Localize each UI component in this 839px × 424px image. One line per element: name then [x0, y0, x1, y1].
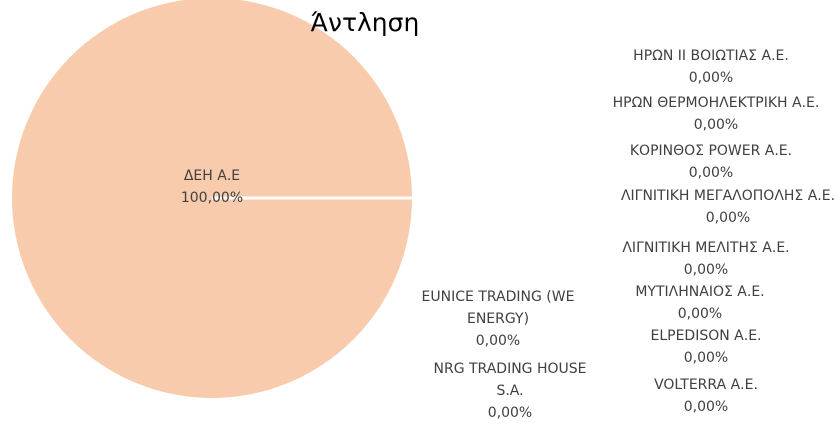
slice-label: EUNICE TRADING (WE ENERGY) 0,00% [407, 286, 589, 352]
category: ΔΕΗ Α.Ε [183, 168, 241, 184]
slice-label: ELPEDISON Α.Ε. 0,00% [606, 325, 806, 369]
category: ΛΙΓΝΙΤΙΚΗ ΜΕΓΑΛΟΠΟΛΗΣ Α.Ε. [620, 188, 836, 204]
slice-label: ΜΥΤΙΛΗΝΑΙΟΣ Α.Ε. 0,00% [600, 281, 800, 325]
slice-label: ΚΟΡΙΝΘΟΣ POWER Α.Ε. 0,00% [591, 140, 831, 184]
slice-label: ΛΙΓΝΙΤΙΚΗ ΜΕΓΑΛΟΠΟΛΗΣ Α.Ε. 0,00% [598, 185, 839, 229]
chart-title: Άντληση [310, 8, 420, 37]
category: ΜΥΤΙΛΗΝΑΙΟΣ Α.Ε. [635, 284, 765, 300]
category: EUNICE TRADING (WE ENERGY) [421, 289, 575, 327]
value-label: 0,00% [475, 333, 521, 349]
value-label: 0,00% [683, 262, 729, 278]
value-label: 0,00% [688, 70, 734, 86]
category: VOLTERRA Α.Ε. [654, 377, 758, 393]
value-label: 0,00% [677, 306, 723, 322]
slice-label: ΗΡΩΝ ΘΕΡΜΟΗΛΕΚΤΡΙΚΗ Α.Ε. 0,00% [586, 92, 839, 136]
slice-label: ΗΡΩΝ ΙΙ ΒΟΙΩΤΙΑΣ Α.Ε. 0,00% [591, 45, 831, 89]
category: ΛΙΓΝΙΤΙΚΗ ΜΕΛΙΤΗΣ Α.Ε. [622, 240, 790, 256]
value-label: 0,00% [487, 405, 533, 421]
slice-label: ΛΙΓΝΙΤΙΚΗ ΜΕΛΙΤΗΣ Α.Ε. 0,00% [586, 237, 826, 281]
slice-label: NRG TRADING HOUSE S.A. 0,00% [421, 358, 599, 424]
category: ΚΟΡΙΝΘΟΣ POWER Α.Ε. [629, 143, 793, 159]
value-label: 0,00% [688, 165, 734, 181]
value-label: 0,00% [705, 210, 751, 226]
value-label: 0,00% [693, 117, 739, 133]
category: ΗΡΩΝ ΘΕΡΜΟΗΛΕΚΤΡΙΚΗ Α.Ε. [612, 95, 820, 111]
value-label: 100,00% [180, 190, 244, 206]
value-label: 0,00% [683, 350, 729, 366]
category: ΗΡΩΝ ΙΙ ΒΟΙΩΤΙΑΣ Α.Ε. [633, 48, 789, 64]
slice-label: VOLTERRA Α.Ε. 0,00% [606, 374, 806, 418]
slice-label: ΔΕΗ Α.Ε 100,00% [142, 165, 282, 209]
category: NRG TRADING HOUSE S.A. [433, 361, 587, 399]
value-label: 0,00% [683, 399, 729, 415]
category: ELPEDISON Α.Ε. [650, 328, 762, 344]
